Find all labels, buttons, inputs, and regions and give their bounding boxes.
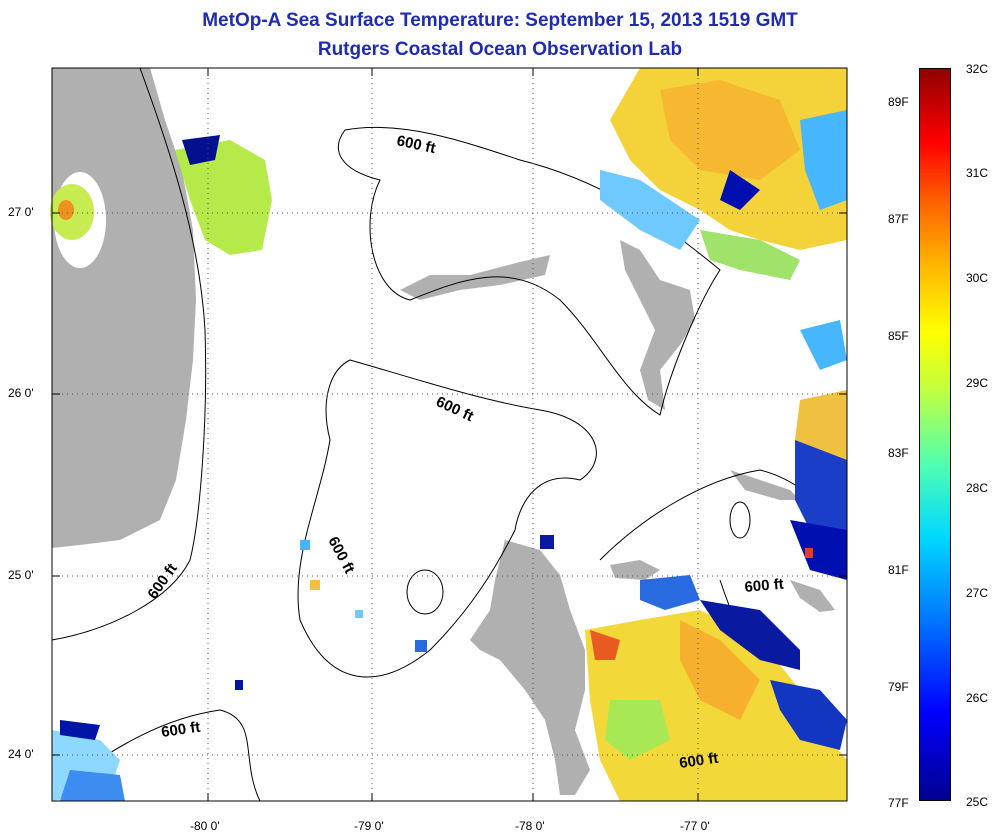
- y-tick-label: 25 0': [8, 568, 34, 582]
- land-new-providence: [610, 560, 660, 580]
- colorbar-celsius-label: 25C: [966, 795, 989, 809]
- y-tick-label: 26 0': [8, 386, 34, 400]
- colorbar-celsius-label: 26C: [966, 691, 989, 705]
- colorbar-fahrenheit-label: 77F: [888, 796, 909, 810]
- map-border: [51, 67, 848, 802]
- colorbar-fahrenheit-label: 85F: [888, 329, 909, 343]
- colorbar-fahrenheit-label: 89F: [888, 95, 909, 109]
- colorbar-celsius-label: 31C: [966, 166, 989, 180]
- colorbar-celsius-label: 30C: [966, 271, 989, 285]
- land-andros: [470, 540, 590, 795]
- colorbar-fahrenheit-label: 81F: [888, 563, 909, 577]
- sst-patches: [50, 68, 847, 801]
- map-title: MetOp-A Sea Surface Temperature: Septemb…: [202, 10, 798, 31]
- colorbar-celsius-label: 29C: [966, 376, 989, 390]
- land-exumas: [790, 580, 835, 612]
- y-tick-label: 24 0': [8, 747, 34, 761]
- graticule: [52, 68, 847, 801]
- colorbar-celsius-label: 27C: [966, 586, 989, 600]
- x-tick-label: -79 0': [354, 819, 384, 833]
- axis-ticks: [52, 68, 847, 801]
- contour-label: 600 ft: [678, 750, 719, 772]
- contour-label: 600 ft: [744, 576, 785, 596]
- x-tick-label: -78 0': [515, 819, 545, 833]
- x-tick-label: -80 0': [190, 819, 220, 833]
- colorbar-fahrenheit-label: 79F: [888, 680, 909, 694]
- land-grand-bahama: [400, 255, 550, 300]
- temperature-colorbar: [919, 68, 951, 801]
- contour-label: 600 ft: [160, 719, 201, 741]
- map-subtitle: Rutgers Coastal Ocean Observation Lab: [317, 39, 683, 60]
- colorbar-fahrenheit-label: 87F: [888, 212, 909, 226]
- colorbar-celsius-label: 32C: [966, 62, 989, 76]
- land-abaco: [620, 240, 695, 410]
- y-tick-label: 27 0': [8, 205, 34, 219]
- colorbar-celsius-label: 28C: [966, 481, 989, 495]
- colorbar-fahrenheit-label: 83F: [888, 446, 909, 460]
- x-tick-label: -77 0': [680, 819, 710, 833]
- land-eleuthera: [730, 470, 800, 500]
